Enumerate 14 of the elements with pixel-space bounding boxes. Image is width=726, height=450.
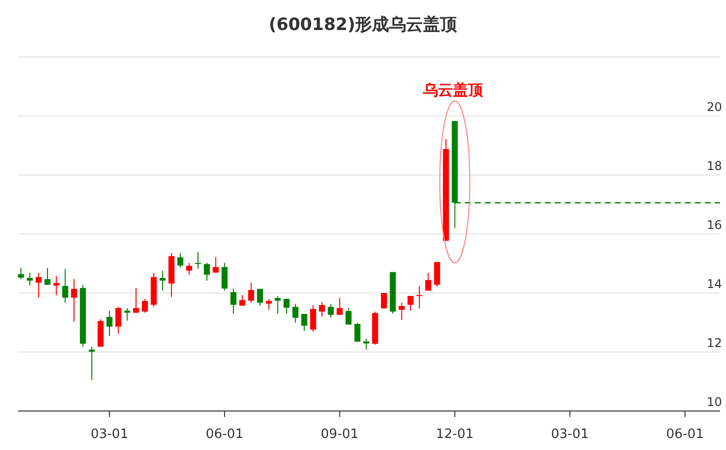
- x-tick-label: 12-01: [436, 427, 474, 442]
- x-tick-label: 06-01: [206, 427, 244, 442]
- y-tick-label: 10: [706, 395, 722, 409]
- y-tick-label: 12: [706, 336, 722, 350]
- chart-title: (600182)形成乌云盖顶: [268, 14, 458, 35]
- annotation: 乌云盖顶: [422, 81, 484, 100]
- y-tick-label: 14: [706, 277, 722, 291]
- x-tick-label: 06-01: [666, 427, 704, 442]
- y-tick-label: 18: [706, 159, 722, 173]
- y-tick-label: 16: [706, 218, 722, 232]
- x-tick-label: 03-01: [551, 427, 589, 442]
- y-tick-label: 20: [706, 100, 722, 114]
- x-tick-label: 09-01: [320, 427, 359, 442]
- x-tick-label: 03-01: [90, 427, 128, 442]
